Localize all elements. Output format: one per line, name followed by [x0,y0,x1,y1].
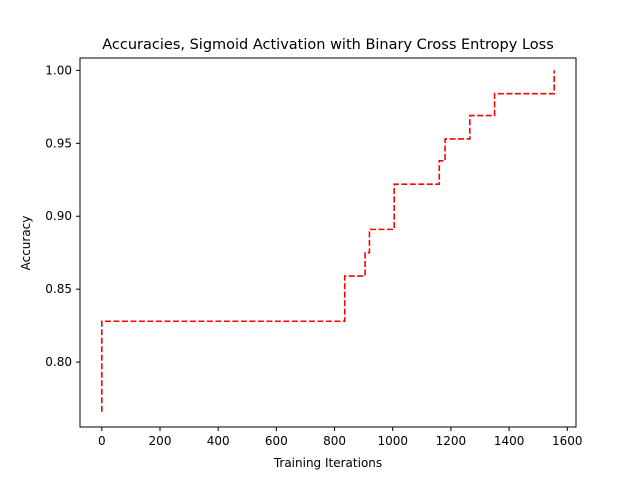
y-tick-label: 0.95 [45,136,72,150]
chart-title: Accuracies, Sigmoid Activation with Bina… [102,37,554,53]
plot-area: 0 200 400 600 800 1000 1200 1400 1600 0.80 0.85 0.9… [45,57,583,448]
y-tick-label: 0.85 [45,282,72,296]
x-tick-label: 0 [98,434,106,448]
y-tick-label: 1.00 [45,63,72,77]
y-axis-label: Accuracy [19,216,33,271]
axes-frame [79,57,577,428]
y-tick-label: 0.90 [45,209,72,223]
x-axis-label: Training Iterations [273,456,382,470]
series-line-0 [101,70,555,412]
y-tick-label: 0.80 [45,355,72,369]
x-tick-label: 1400 [494,434,525,448]
x-tick-label: 200 [149,434,172,448]
x-tick-label: 1600 [552,434,583,448]
x-tick-label: 600 [265,434,288,448]
x-tick-label: 1200 [436,434,467,448]
x-tick-label: 800 [323,434,346,448]
x-tick-label: 400 [207,434,230,448]
x-tick-label: 1000 [377,434,408,448]
